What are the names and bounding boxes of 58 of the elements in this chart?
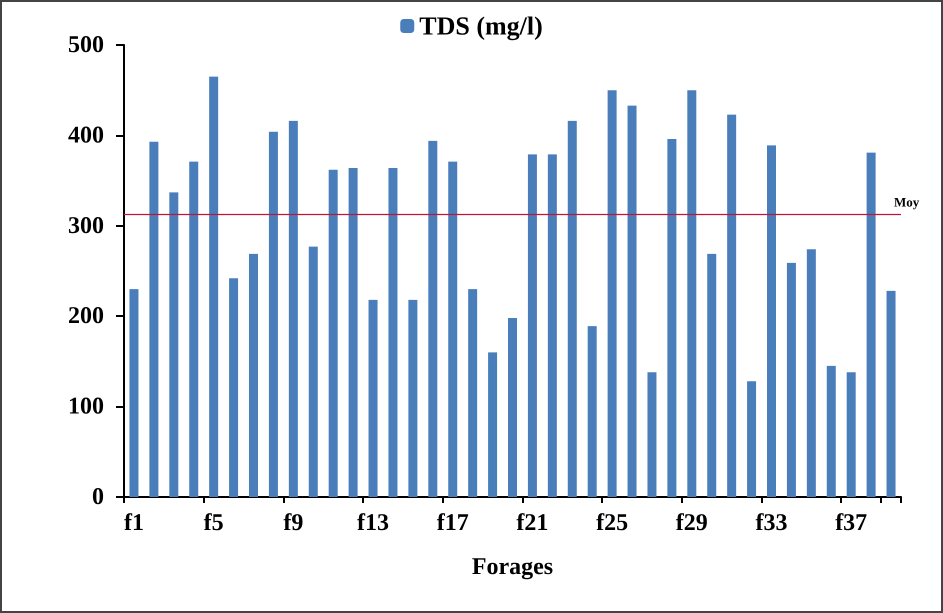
- bar: [328, 170, 338, 497]
- legend-label: TDS (mg/l): [419, 12, 543, 40]
- x-tick-label: f29: [676, 510, 708, 536]
- bar: [468, 289, 478, 497]
- bar: [707, 254, 716, 497]
- bar: [687, 90, 696, 497]
- bar: [169, 192, 178, 497]
- x-tick-label: f21: [516, 510, 548, 536]
- bar: [149, 142, 158, 497]
- bar: [826, 366, 836, 497]
- y-tick-label: 500: [68, 32, 104, 58]
- x-tick-label: f37: [835, 510, 868, 536]
- x-tick-label: f17: [436, 510, 469, 536]
- y-tick-label: 300: [68, 212, 104, 239]
- bar: [129, 289, 138, 497]
- y-tick-label: 400: [68, 122, 104, 148]
- bar: [448, 162, 458, 497]
- bar: [508, 318, 517, 497]
- bar: [588, 326, 597, 497]
- bar: [608, 90, 617, 497]
- bar: [886, 290, 896, 497]
- bar: [348, 168, 358, 497]
- bar: [727, 114, 736, 497]
- bar: [667, 139, 676, 497]
- y-tick-label: 100: [68, 394, 104, 420]
- y-tick-label: 0: [92, 484, 104, 510]
- bar: [288, 120, 298, 497]
- y-tick-label: 200: [68, 303, 104, 330]
- x-axis-title: Forages: [472, 554, 554, 580]
- bar: [229, 278, 238, 497]
- bar: [209, 76, 218, 497]
- bar: [866, 152, 876, 497]
- x-tick-label: f5: [204, 510, 224, 536]
- bar: [189, 162, 198, 497]
- bar: [747, 381, 756, 497]
- bar: [488, 352, 498, 497]
- bar: [786, 262, 796, 497]
- bar: [568, 120, 577, 497]
- bar: [249, 254, 258, 497]
- bar: [628, 106, 637, 497]
- bar: [368, 300, 378, 497]
- x-tick-label: f13: [357, 510, 390, 536]
- bar: [388, 168, 398, 497]
- bar: [308, 246, 318, 497]
- bar: [408, 300, 418, 497]
- x-tick-label: f33: [756, 510, 788, 536]
- bar: [846, 372, 856, 497]
- bar: [528, 154, 537, 497]
- bar: [268, 132, 278, 497]
- bar: [767, 145, 776, 497]
- bar: [428, 140, 438, 497]
- bar: [806, 249, 816, 497]
- x-tick-label: f9: [283, 510, 304, 536]
- x-tick-label: f25: [596, 510, 628, 536]
- ref-line-label: Moy: [894, 194, 920, 210]
- x-tick-label: f1: [124, 510, 144, 536]
- bar: [548, 154, 557, 497]
- bar: [647, 372, 656, 497]
